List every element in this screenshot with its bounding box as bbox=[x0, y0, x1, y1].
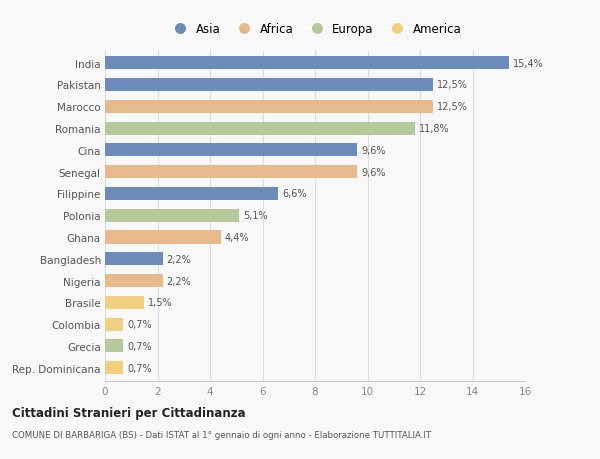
Bar bbox=[105, 101, 433, 113]
Bar bbox=[105, 274, 163, 287]
Text: 9,6%: 9,6% bbox=[361, 167, 385, 177]
Bar bbox=[105, 144, 357, 157]
Text: 0,7%: 0,7% bbox=[127, 363, 152, 373]
Legend: Asia, Africa, Europa, America: Asia, Africa, Europa, America bbox=[164, 18, 466, 41]
Text: Cittadini Stranieri per Cittadinanza: Cittadini Stranieri per Cittadinanza bbox=[12, 406, 245, 419]
Bar bbox=[105, 166, 357, 179]
Bar bbox=[105, 340, 124, 353]
Text: 9,6%: 9,6% bbox=[361, 146, 385, 156]
Text: 12,5%: 12,5% bbox=[437, 102, 468, 112]
Bar bbox=[105, 209, 239, 222]
Text: 5,1%: 5,1% bbox=[243, 211, 268, 221]
Bar bbox=[105, 296, 145, 309]
Text: 15,4%: 15,4% bbox=[513, 59, 544, 68]
Bar bbox=[105, 57, 509, 70]
Bar bbox=[105, 361, 124, 375]
Bar bbox=[105, 79, 433, 92]
Text: 2,2%: 2,2% bbox=[167, 254, 191, 264]
Bar bbox=[105, 231, 221, 244]
Text: COMUNE DI BARBARIGA (BS) - Dati ISTAT al 1° gennaio di ogni anno - Elaborazione : COMUNE DI BARBARIGA (BS) - Dati ISTAT al… bbox=[12, 431, 431, 440]
Text: 6,6%: 6,6% bbox=[282, 189, 307, 199]
Bar bbox=[105, 318, 124, 331]
Bar bbox=[105, 187, 278, 201]
Text: 0,7%: 0,7% bbox=[127, 319, 152, 330]
Text: 1,5%: 1,5% bbox=[148, 298, 173, 308]
Text: 11,8%: 11,8% bbox=[419, 124, 449, 134]
Bar bbox=[105, 122, 415, 135]
Text: 2,2%: 2,2% bbox=[167, 276, 191, 286]
Text: 4,4%: 4,4% bbox=[224, 232, 249, 242]
Text: 0,7%: 0,7% bbox=[127, 341, 152, 351]
Bar bbox=[105, 253, 163, 266]
Text: 12,5%: 12,5% bbox=[437, 80, 468, 90]
